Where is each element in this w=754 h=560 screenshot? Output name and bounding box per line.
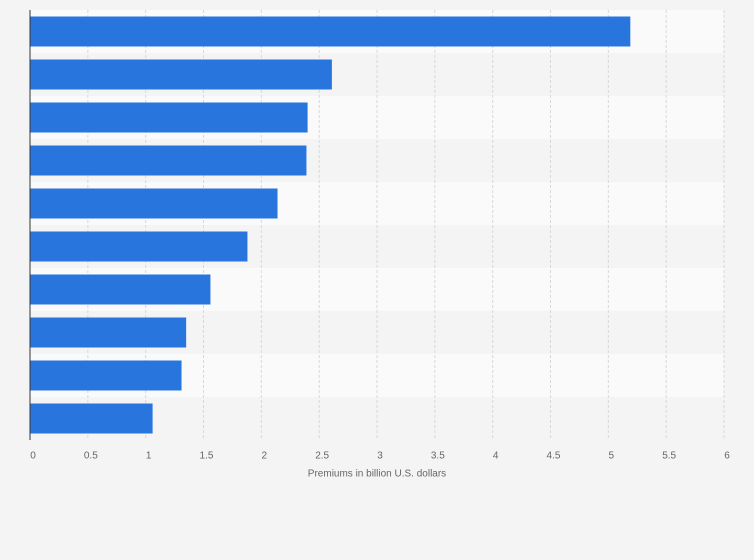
x-tick-label: 1.5 [200, 451, 214, 462]
x-tick-label: 2 [262, 451, 268, 462]
bar [30, 403, 153, 434]
x-tick-label: 6 [724, 451, 730, 462]
bar [30, 231, 248, 262]
bar [30, 145, 307, 176]
x-tick-label: 4.5 [547, 451, 561, 462]
bar [30, 274, 211, 305]
bar [30, 59, 332, 90]
bar [30, 317, 187, 348]
bar [30, 102, 308, 133]
x-tick-label: 3.5 [431, 451, 445, 462]
x-axis-title: Premiums in billion U.S. dollars [308, 469, 446, 480]
x-tick-label: 5 [609, 451, 615, 462]
x-tick-label: 3 [377, 451, 383, 462]
x-tick-label: 1 [146, 451, 152, 462]
x-tick-label: 4 [493, 451, 499, 462]
bar [30, 188, 278, 219]
bar [30, 16, 631, 47]
bar [30, 360, 182, 391]
x-tick-label: 5.5 [662, 451, 676, 462]
x-tick-label: 2.5 [315, 451, 329, 462]
x-tick-label: 0 [30, 451, 36, 462]
x-tick-label: 0.5 [84, 451, 98, 462]
